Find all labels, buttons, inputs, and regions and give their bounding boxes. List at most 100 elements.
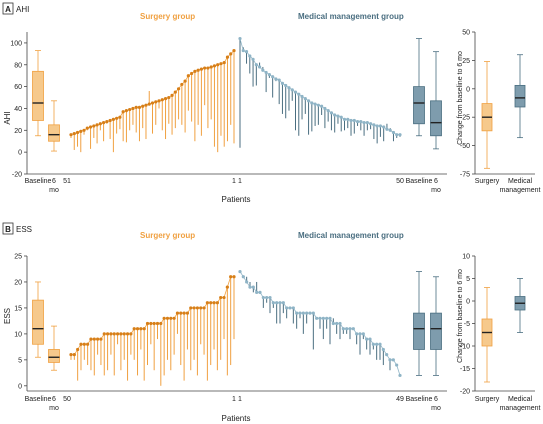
panel-a-medical-baseline-point <box>333 113 337 117</box>
panel-a-medical-baseline-point <box>355 119 360 124</box>
panel-a-surgery-baseline-point <box>128 107 132 112</box>
panel-b-change-y-tick-label: 5 <box>466 276 470 283</box>
panel-a-medical-baseline-point <box>372 123 376 127</box>
panel-a-surgery-baseline-point <box>105 119 109 124</box>
panel-b-medical-baseline-point <box>288 306 292 310</box>
panel-b-ylabel: ESS <box>3 308 12 324</box>
panel-a-y-tick-label: 0 <box>18 150 22 157</box>
panel-b-medical-baseline-point <box>311 311 315 315</box>
panel-a-medical-baseline-point <box>303 97 307 101</box>
panel-a-medical-baseline-point <box>244 50 249 54</box>
panel-b-change-xtick-surgery: Surgery <box>475 396 500 403</box>
panel-a-xlabel: Patients <box>222 195 251 204</box>
panel-a-surgery-baseline-point <box>118 115 122 119</box>
panel-a-medical-baseline-point <box>388 128 392 132</box>
panel-a-surgery-baseline-box <box>32 70 44 121</box>
panel-a-medical-baseline-point <box>313 102 317 106</box>
panel-a-medical-baseline-point <box>375 124 379 128</box>
panel-a-surgery-baseline-point <box>69 133 73 137</box>
panel-b-surgery-baseline-point <box>76 347 80 352</box>
panel-b-xtick-surgery-last: 1 <box>232 396 236 403</box>
panel-a-surgery-baseline-point <box>199 67 203 71</box>
panel-a-surgery-baseline-point <box>170 93 174 97</box>
panel-b-surgery-baseline-point <box>109 332 113 336</box>
panel-b-change-xtick-medical: Medical <box>508 396 533 403</box>
panel-b-surgery-baseline-point <box>215 301 219 305</box>
panel-b-surgery-baseline-point <box>105 332 110 336</box>
panel-a-xtick-mo-right: mo <box>431 187 441 194</box>
panel-b-xtick-mo-right: mo <box>431 405 441 412</box>
panel-a-surgery-baseline-point <box>134 105 138 109</box>
panel-a-medical-baseline-point <box>287 86 291 90</box>
panel-b-surgery-baseline-point <box>232 275 236 279</box>
panel-b-y-tick-label: 20 <box>14 279 22 286</box>
panel-a-medical-baseline-point <box>352 118 356 123</box>
panel-a-ylabel: AHI <box>3 111 12 124</box>
panel-a-xtick-medical-first: 1 <box>238 178 242 185</box>
panel-b-surgery-6mo-box <box>48 349 60 363</box>
panel-a-medical-baseline-point <box>316 103 320 107</box>
panel-a-surgery-baseline-point <box>75 130 80 135</box>
panel-b-medical-baseline-point <box>278 301 282 305</box>
panel-b-medical-baseline-point <box>351 327 355 331</box>
panel-b-medical-baseline-point <box>291 306 295 310</box>
panel-b-medical-baseline-point <box>375 342 379 346</box>
panel-a-change-y-tick-label: -75 <box>460 172 470 179</box>
panel-b-header: B ESS <box>2 222 32 235</box>
panel-b-medical-baseline-point <box>275 301 279 305</box>
panel-a-change-xtick-management: management <box>500 187 541 194</box>
panel-b-medical-baseline-point <box>381 347 385 352</box>
panel-a-medical-baseline-point <box>254 63 258 67</box>
panel-a-surgery-baseline-point <box>216 63 220 67</box>
panel-b-medical-baseline-point <box>305 311 309 315</box>
panel-a-surgery-baseline-point <box>222 60 226 65</box>
panel-b-change-y-tick-label: -10 <box>460 344 470 351</box>
panel-b-surgery-baseline-point <box>189 306 193 310</box>
panel-b-y-tick-label: 10 <box>14 331 22 338</box>
panel-b-medical-baseline-line <box>396 364 401 376</box>
panel-a-change-y-tick-label: 50 <box>462 30 470 37</box>
panel-a-medical-baseline-point <box>277 78 281 82</box>
panel-a-y-tick-label: -20 <box>12 172 22 179</box>
panel-b-y-tick-label: 5 <box>18 357 22 364</box>
panel-a-surgery-baseline-point <box>147 102 151 106</box>
panel-a-medical-baseline-point <box>369 122 373 126</box>
panel-b-surgery-baseline-point <box>165 316 170 320</box>
panel-b-title: ESS <box>16 225 32 234</box>
panel-a-medical-baseline-point <box>274 77 278 81</box>
panel-a-surgery-baseline-point <box>160 98 164 102</box>
panel-b-surgery-baseline-line <box>223 287 228 298</box>
panel-b-y-tick-label: 15 <box>14 305 22 312</box>
panel-b-medical-group-label: Medical management group <box>298 231 404 240</box>
panel-a-medical-baseline-point <box>267 73 271 77</box>
panel-b-medical-baseline-box <box>413 312 425 350</box>
panel-a-surgery-baseline-point <box>183 79 187 83</box>
panel-a-surgery-baseline-point <box>82 128 86 132</box>
panel-a-change-y-tick-label: 25 <box>462 58 470 65</box>
panel-b-xtick-baseline-left: Baseline <box>25 396 52 403</box>
panel-b-change-y-tick-label: -5 <box>464 321 470 328</box>
panel-a-medical-6mo-box <box>430 100 442 137</box>
panel-b-medical-baseline-point <box>261 295 265 300</box>
panel-b-surgery-baseline-point <box>92 337 96 341</box>
panel-a-medical-baseline-point <box>323 106 327 111</box>
panel-b-surgery-baseline-box <box>32 299 44 345</box>
panel-b-surgery-baseline-point <box>99 337 103 341</box>
panel-b-surgery-baseline-point <box>139 327 143 331</box>
panel-a-medical-baseline-point <box>290 88 294 92</box>
panel-b-medical-baseline-point <box>238 269 242 274</box>
panel-b-medical-baseline-point <box>271 301 275 305</box>
panel-b-medical-baseline-point <box>251 285 255 289</box>
panel-b-medical-baseline-point <box>355 332 359 336</box>
panel-b-surgery-baseline-point <box>159 321 163 326</box>
panel-b-surgery-baseline-point <box>142 327 146 331</box>
panel-a-medical-baseline-point <box>306 99 311 103</box>
panel-a-change-xtick-medical: Medical <box>508 178 533 185</box>
panel-b-surgery-baseline-point <box>182 311 186 315</box>
panel-a-surgery-baseline-point <box>150 101 155 105</box>
panel-a-xtick-baseline-right: Baseline <box>406 178 433 185</box>
panel-a-y-tick-label: 100 <box>10 40 22 47</box>
panel-b-surgery-baseline-point <box>82 342 86 346</box>
panel-b-medical-baseline-point <box>358 332 362 336</box>
